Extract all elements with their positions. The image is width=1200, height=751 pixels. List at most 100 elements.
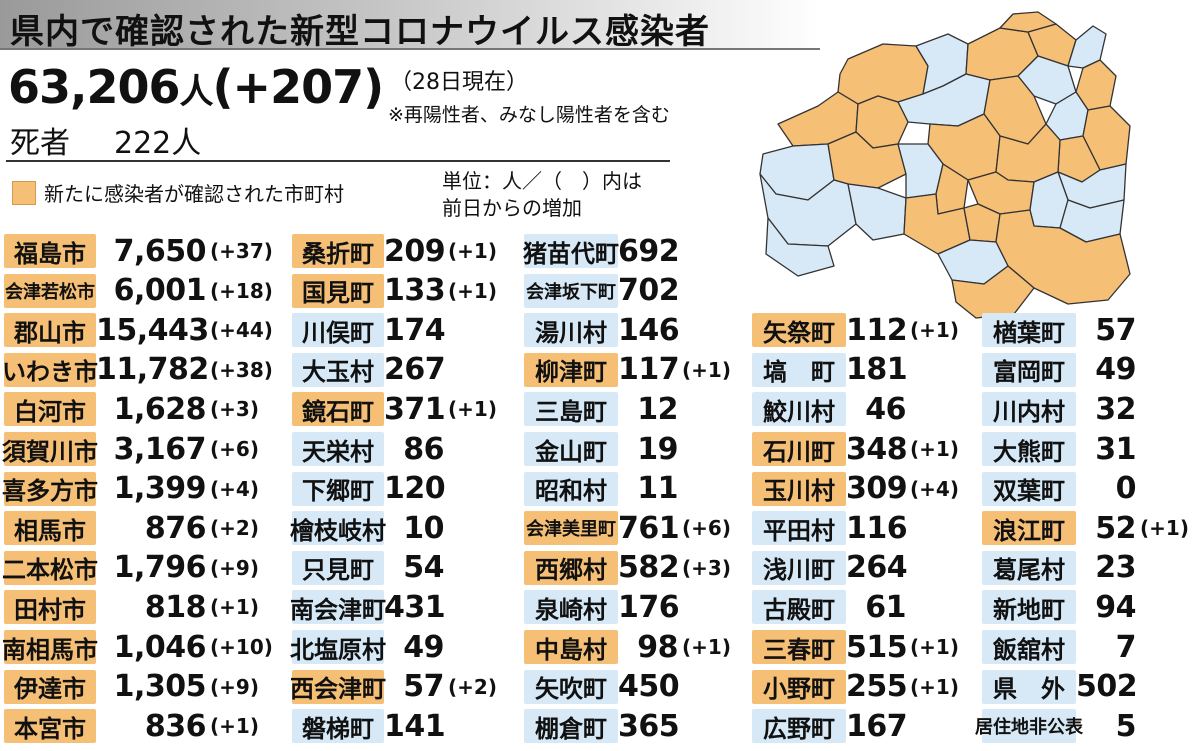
case-count: 174: [384, 312, 446, 348]
case-count: 11,782: [96, 352, 209, 388]
table-row: 古殿町 61: [752, 589, 910, 625]
divider: [6, 160, 670, 162]
case-increase: (+1): [210, 595, 259, 620]
case-count: 5: [1115, 708, 1137, 744]
table-row: 西郷村 582 (+3): [524, 550, 731, 586]
municipality-name: 檜枝岐村: [290, 511, 386, 546]
case-count: 57: [1095, 312, 1136, 348]
table-row: 須賀川市 3,167 (+6): [2, 432, 259, 467]
municipality-name: 双葉町: [982, 471, 1076, 506]
case-increase: (+6): [682, 516, 731, 541]
total-count: 63,206: [8, 60, 181, 114]
total-cases: 63,206人(+207): [8, 60, 385, 114]
municipality-name: 相馬市: [4, 511, 96, 546]
case-count: 450: [618, 669, 680, 705]
municipality-name: 只見町: [292, 550, 384, 585]
municipality-name: 猪苗代町: [523, 234, 619, 268]
case-count: 6,001: [113, 273, 207, 309]
deaths: 死者 222人: [10, 118, 201, 162]
case-count: 176: [618, 589, 680, 625]
case-increase: (+1): [910, 635, 959, 659]
table-row: 鮫川村 46: [752, 392, 910, 427]
case-count: 365: [618, 708, 680, 744]
municipality-name: 昭和村: [524, 471, 618, 506]
case-count: 761: [618, 510, 680, 546]
case-count: 54: [403, 550, 444, 586]
table-row: 三島町 12: [524, 392, 682, 427]
case-increase: (+1): [448, 397, 497, 422]
case-count: 1,399: [113, 471, 207, 507]
case-increase: (+44): [210, 318, 273, 343]
total-increase: (+207): [212, 60, 385, 114]
case-count: 1,628: [113, 391, 207, 427]
table-row: 国見町 133 (+1): [292, 273, 497, 308]
map-region-kitakata-area: [837, 43, 929, 105]
case-count: 86: [403, 431, 444, 467]
case-increase: (+1): [682, 635, 731, 659]
case-count: 181: [846, 352, 908, 388]
municipality-name: 郡山市: [4, 313, 96, 348]
municipality-name: 北塩原村: [290, 630, 386, 664]
case-count: 876: [144, 510, 207, 546]
municipality-name: 鏡石町: [292, 392, 384, 427]
municipality-name: 玉川村: [752, 471, 846, 506]
municipality-name: 小野町: [752, 669, 846, 704]
municipality-name: 天栄村: [292, 432, 384, 466]
case-count: 23: [1095, 550, 1136, 586]
municipality-name: 富岡町: [982, 352, 1076, 387]
municipality-name: 二本松市: [2, 550, 98, 585]
case-increase: (+10): [210, 635, 273, 659]
municipality-name: 中島村: [524, 630, 618, 664]
case-increase: (+1): [1140, 516, 1189, 541]
table-row: 県 外 502: [982, 669, 1140, 704]
municipality-name: 南会津町: [290, 590, 386, 625]
table-row: 居住地非公表 5: [975, 708, 1140, 744]
municipality-name: 塙 町: [752, 352, 846, 387]
case-count: 112: [846, 312, 908, 348]
case-count: 120: [384, 471, 446, 507]
table-row: 鏡石町 371 (+1): [292, 392, 497, 427]
table-row: 喜多方市 1,399 (+4): [2, 471, 259, 507]
municipality-name: 川内村: [982, 392, 1076, 427]
case-count: 61: [865, 589, 906, 625]
case-count: 582: [618, 550, 680, 586]
table-row: 本宮市 836 (+1): [4, 708, 259, 744]
table-row: 金山町 19: [524, 431, 682, 467]
case-count: 702: [618, 273, 680, 309]
municipality-name: 伊達市: [4, 669, 96, 704]
case-count: 167: [846, 708, 908, 744]
case-count: 818: [144, 589, 207, 625]
municipality-name: 会津若松市: [4, 273, 96, 308]
municipality-name: 平田村: [752, 511, 846, 546]
table-row: 広野町 167: [752, 708, 910, 744]
case-increase: (+3): [210, 397, 259, 422]
municipality-name: 湯川村: [524, 313, 618, 348]
municipality-name: 川俣町: [292, 313, 384, 348]
case-increase: (+1): [448, 278, 497, 303]
municipality-name: 葛尾村: [982, 550, 1076, 585]
case-increase: (+2): [210, 516, 259, 541]
case-count: 19: [637, 431, 678, 467]
case-count: 10: [403, 510, 444, 546]
table-row: 矢祭町 112 (+1): [752, 312, 959, 348]
table-row: 大玉村 267: [292, 352, 448, 387]
table-row: 南相馬市 1,046 (+10): [2, 630, 273, 665]
municipality-name: 西会津町: [290, 669, 386, 704]
case-count: 146: [618, 312, 680, 348]
table-row: 双葉町 0: [982, 471, 1140, 506]
case-count: 98: [637, 629, 678, 665]
table-row: 飯舘村 7: [982, 630, 1140, 665]
case-count: 15,443: [96, 312, 209, 348]
municipality-name: 棚倉町: [524, 709, 618, 744]
title-bar: 県内で確認された新型コロナウイルス感染者: [0, 0, 820, 52]
case-count: 309: [846, 471, 908, 507]
table-row: 川内村 32: [982, 392, 1140, 427]
case-increase: (+6): [210, 437, 259, 461]
table-row: 柳津町 117 (+1): [524, 352, 731, 387]
municipality-name: 矢祭町: [752, 313, 846, 348]
date-note: （28日現在）: [390, 70, 528, 95]
case-count: 836: [144, 708, 207, 744]
municipality-name: 西郷村: [524, 550, 618, 585]
table-row: 昭和村 11: [524, 471, 682, 506]
municipality-name: 磐梯町: [292, 709, 384, 744]
